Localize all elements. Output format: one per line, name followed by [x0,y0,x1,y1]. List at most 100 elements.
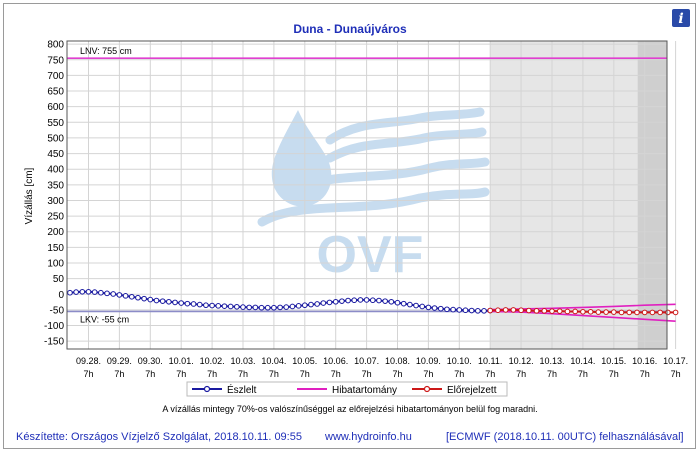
observed-point [468,307,475,314]
watermark-wave [325,107,485,145]
y-tick-label: 500 [47,133,64,144]
observed-point [227,303,234,310]
footer-source: [ECMWF (2018.10.11. 00UTC) felhasználásá… [446,431,684,443]
info-icon[interactable]: i [672,9,690,27]
x-tick-label: 7h [362,369,372,379]
observed-point [67,289,73,296]
observed-point [234,303,240,310]
x-tick-label: 10.05. [292,356,317,366]
x-tick-label: 7h [547,369,557,379]
observed-point [400,300,407,307]
forecast-point [556,308,563,314]
forecast-point [502,307,509,313]
forecast-point [611,309,617,315]
x-tick-label: 10.13. [539,356,564,366]
observed-point [450,306,456,313]
observed-point [444,306,450,313]
watermark-logo: OVF [257,107,490,284]
observed-point [122,293,129,299]
chart-title: Duna - Dunaújváros [293,22,407,36]
observed-point [456,307,463,313]
observed-point [116,292,123,298]
observed-point [172,299,178,306]
legend: Észlelt Hibatartomány Előrejelzett [186,381,508,397]
observed-point [388,298,395,305]
x-tick-label: 7h [114,369,124,379]
x-tick-label: 09.29. [107,356,132,366]
footer-author: Készítette: Országos Vízjelző Szolgálat,… [16,431,302,443]
forecast-point [580,308,586,315]
forecast-series [487,307,679,316]
observed-point [357,297,364,303]
x-tick-label: 10.11. [478,356,502,366]
x-tick-label: 10.09. [416,356,441,366]
forecast-point [572,308,578,315]
x-tick-label: 7h [578,369,588,379]
observed-point [345,297,351,304]
y-tick-label: 200 [47,227,64,238]
forecast-point [618,309,625,316]
observed-point [258,304,265,311]
observed-point [209,302,215,309]
svg-text:i: i [678,11,683,27]
observed-point [79,288,86,295]
observed-point [326,299,333,306]
x-tick-label: 7h [454,369,464,379]
x-tick-label: 10.14. [570,356,595,366]
y-tick-label: -150 [44,337,64,348]
x-tick-label: 7h [176,369,186,379]
observed-point [221,303,228,309]
watermark-text: OVF [317,226,424,284]
observed-point [289,303,296,310]
observed-point [481,308,487,314]
observed-point [91,289,98,295]
x-tick-label: 09.28. [76,356,101,366]
observed-point [277,304,283,311]
chart-note: A vízállás mintegy 70%-os valószínűségge… [162,404,537,414]
y-tick-label: 100 [47,259,64,270]
observed-point [332,298,339,305]
observed-point [320,300,327,306]
observed-point [246,304,252,311]
observed-point [166,298,172,305]
axes [66,40,668,350]
uncertain-region [637,41,667,349]
observed-point [203,302,209,309]
observed-point [98,289,104,296]
reference-line-label: LNV: 755 cm [80,46,132,56]
x-tick-label: 7h [300,369,310,379]
y-axis-label: Vízállás [cm] [24,167,35,224]
x-tick-label: 7h [145,369,155,379]
x-tick-label: 10.01. [169,356,194,366]
observed-point [147,296,154,303]
x-tick-label: 10.02. [200,356,225,366]
forecast-point [672,309,679,316]
watermark-wave [287,157,490,197]
footer-url[interactable]: www.hydroinfo.hu [325,431,412,443]
forecast-point [564,308,571,315]
observed-point [178,300,184,306]
y-tick-label: 150 [47,243,64,254]
footer: Készítette: Országos Vízjelző Szolgálat,… [0,428,700,446]
observed-point [376,297,382,304]
forecast-point [510,307,517,313]
y-tick-label: 300 [47,196,64,207]
observed-point [437,305,444,312]
forecast-point [603,309,609,315]
x-tick-label: 7h [392,369,402,379]
observed-point [159,298,166,304]
x-tick-label: 7h [83,369,93,379]
plot-area [67,41,667,349]
x-tick-label: 7h [238,369,248,379]
x-tick-label: 7h [331,369,341,379]
watermark-wave [325,127,487,163]
observed-point [135,294,141,301]
legend-label-forecast: Előrejelzett [447,385,497,396]
forecast-point [487,307,494,314]
x-tick-label: 09.30. [138,356,163,366]
observed-point [85,288,92,295]
observed-point [196,301,203,308]
forecast-point [595,309,602,315]
observed-point [413,302,419,309]
x-tick-label: 10.15. [601,356,626,366]
